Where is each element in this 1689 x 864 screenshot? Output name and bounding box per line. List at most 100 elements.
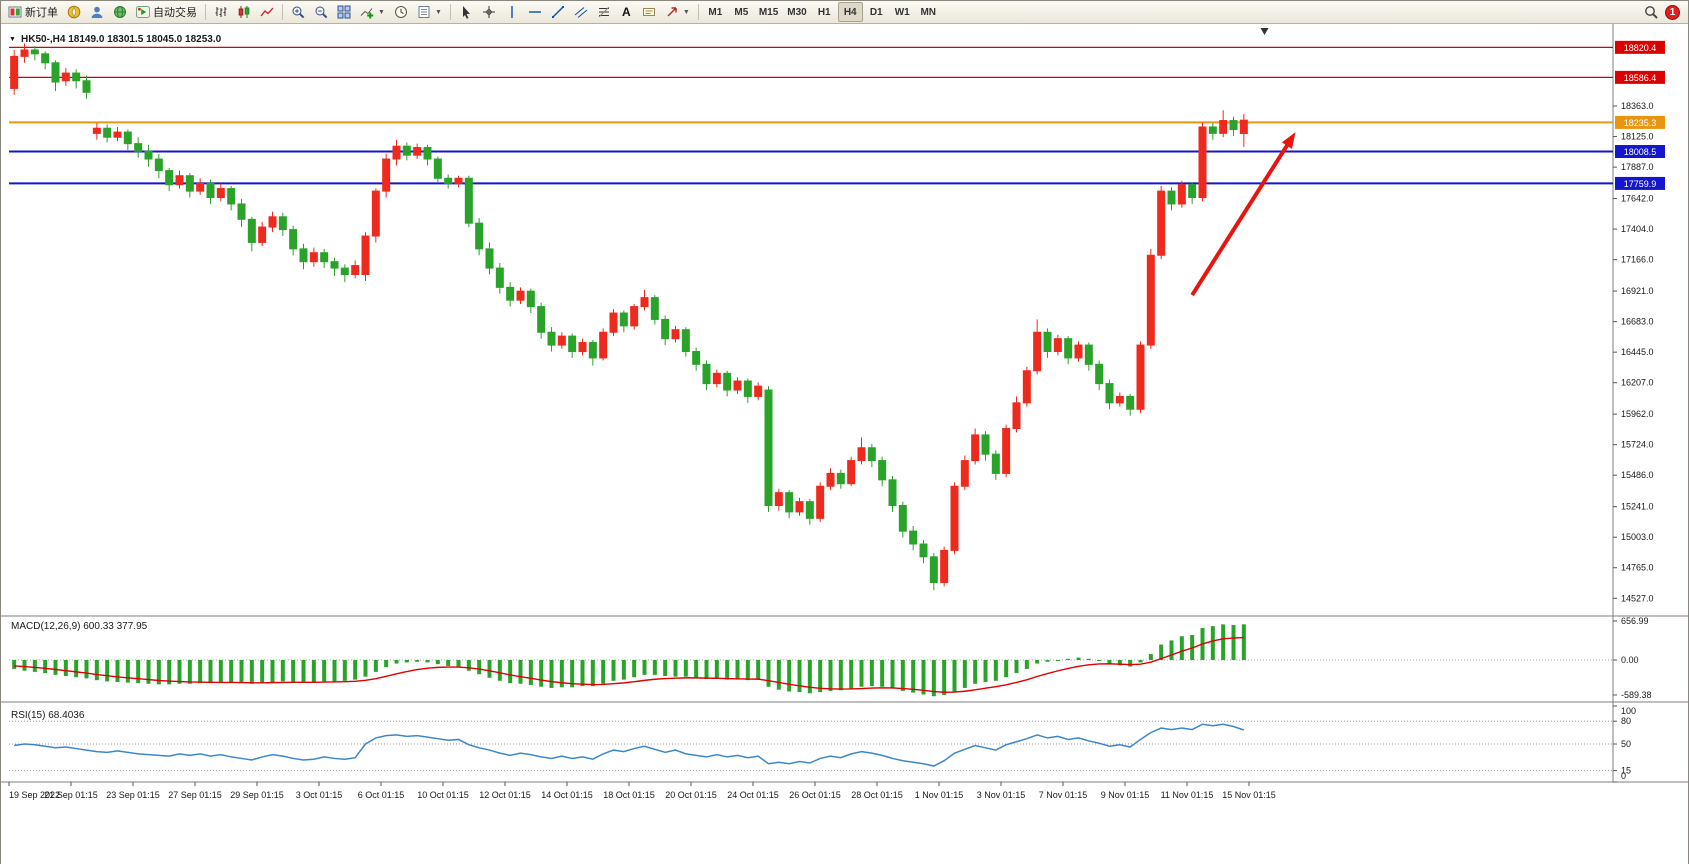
- arrow-objects-button[interactable]: ▼: [661, 2, 694, 22]
- time-axis-label[interactable]: 23 Sep 01:15: [106, 790, 160, 800]
- level-price-tag-label: 18820.4: [1624, 43, 1657, 53]
- timeframe-w1-button[interactable]: W1: [890, 2, 915, 22]
- time-axis-label[interactable]: 14 Oct 01:15: [541, 790, 593, 800]
- macd-histogram-bar: [942, 660, 947, 696]
- macd-histogram-bar: [187, 660, 192, 684]
- new-order-button[interactable]: 新订单: [4, 2, 62, 22]
- timeframe-m1-button[interactable]: M1: [703, 2, 728, 22]
- time-axis-label[interactable]: 9 Nov 01:15: [1101, 790, 1150, 800]
- text-label-button[interactable]: [638, 2, 660, 22]
- candle: [268, 216, 277, 228]
- horizontal-line-button[interactable]: [524, 2, 546, 22]
- macd-histogram-bar: [415, 660, 420, 662]
- time-axis-label[interactable]: 11 Nov 01:15: [1161, 790, 1214, 800]
- crosshair-button[interactable]: [478, 2, 500, 22]
- macd-histogram-bar: [973, 660, 978, 684]
- candle: [216, 188, 225, 199]
- candle: [237, 203, 246, 220]
- time-axis-label[interactable]: 1 Nov 01:15: [915, 790, 964, 800]
- time-axis-label[interactable]: 19 Sep 2022: [9, 790, 60, 800]
- fibonacci-button[interactable]: [593, 2, 615, 22]
- time-axis-label[interactable]: 28 Oct 01:15: [851, 790, 903, 800]
- price-axis-label: 16683.0: [1621, 317, 1654, 327]
- community-button[interactable]: [109, 2, 131, 22]
- macd-histogram-bar: [291, 660, 296, 682]
- trend-arrow[interactable]: [1190, 139, 1292, 297]
- timeframe-h4-button[interactable]: H4: [837, 2, 863, 22]
- notification-badge[interactable]: 1: [1665, 4, 1680, 20]
- macd-histogram-bar: [208, 660, 213, 684]
- zoom-out-button[interactable]: [310, 2, 332, 22]
- macd-histogram-bar: [1117, 660, 1122, 666]
- crosshair-icon: [482, 6, 495, 18]
- macd-histogram-bar: [1148, 654, 1153, 660]
- indicators-button[interactable]: ▼: [356, 2, 389, 22]
- tile-windows-button[interactable]: [333, 2, 355, 22]
- macd-histogram-bar: [167, 660, 172, 685]
- macd-histogram-bar: [725, 660, 730, 680]
- time-axis-label[interactable]: 3 Oct 01:15: [296, 790, 343, 800]
- macd-histogram-bar: [218, 660, 223, 683]
- time-axis-label[interactable]: 20 Oct 01:15: [665, 790, 717, 800]
- price-axis-label: 15003.0: [1621, 532, 1654, 542]
- templates-button[interactable]: ▼: [413, 2, 446, 22]
- candle: [485, 248, 494, 269]
- cursor-button[interactable]: [455, 2, 477, 22]
- time-axis-label[interactable]: 24 Oct 01:15: [727, 790, 779, 800]
- period-clock-button[interactable]: [390, 2, 412, 22]
- chart-symbol-header: HK50-,H4 18149.0 18301.5 18045.0 18253.0: [21, 34, 222, 45]
- profile-button[interactable]: [86, 2, 108, 22]
- auto-trading-button[interactable]: 自动交易: [132, 2, 201, 22]
- time-axis-label[interactable]: 7 Nov 01:15: [1039, 790, 1088, 800]
- time-axis-label[interactable]: 21 Sep 01:15: [44, 790, 98, 800]
- compass-button[interactable]: [63, 2, 85, 22]
- search-button[interactable]: [1640, 2, 1662, 22]
- time-axis-label[interactable]: 18 Oct 01:15: [603, 790, 655, 800]
- trendline-button[interactable]: [547, 2, 569, 22]
- channel-button[interactable]: [570, 2, 592, 22]
- candle: [41, 53, 50, 64]
- macd-histogram-bar: [446, 660, 451, 666]
- candle: [516, 290, 525, 301]
- vertical-line-button[interactable]: [501, 2, 523, 22]
- timeframe-mn-button[interactable]: MN: [916, 2, 941, 22]
- time-axis-label[interactable]: 10 Oct 01:15: [417, 790, 469, 800]
- timeframe-m5-button[interactable]: M5: [729, 2, 754, 22]
- macd-histogram-bar: [559, 660, 564, 688]
- macd-histogram-bar: [1107, 660, 1112, 664]
- timeframe-h1-button[interactable]: H1: [812, 2, 837, 22]
- timeframe-d1-button[interactable]: D1: [864, 2, 889, 22]
- candle: [402, 145, 411, 156]
- timeframe-m15-button[interactable]: M15: [755, 2, 782, 22]
- macd-histogram-bar: [797, 660, 802, 693]
- time-axis-label[interactable]: 15 Nov 01:15: [1222, 790, 1276, 800]
- zoom-in-icon: [292, 6, 305, 19]
- price-axis-label: 15241.0: [1621, 502, 1654, 512]
- line-chart-button[interactable]: [256, 2, 278, 22]
- candle: [1146, 254, 1155, 346]
- candle: [1012, 402, 1021, 430]
- macd-histogram-bar: [652, 660, 657, 675]
- time-axis-label[interactable]: 12 Oct 01:15: [479, 790, 531, 800]
- rsi-axis-label: 50: [1621, 739, 1631, 749]
- time-axis-label[interactable]: 27 Sep 01:15: [168, 790, 222, 800]
- candle: [278, 216, 287, 231]
- candle: [702, 363, 711, 385]
- candle: [1115, 395, 1124, 404]
- candlestick-chart-button[interactable]: [233, 2, 255, 22]
- macd-histogram-bar: [983, 660, 988, 682]
- time-axis-label[interactable]: 3 Nov 01:15: [977, 790, 1026, 800]
- text-tool-button[interactable]: A: [616, 2, 637, 22]
- main-chart[interactable]: 18820.4 18586.4 18235.3 18008.5 17759.9 18363…: [1, 24, 1689, 864]
- time-axis-label[interactable]: 6 Oct 01:15: [358, 790, 405, 800]
- macd-histogram-bar: [1055, 660, 1060, 661]
- time-axis-label[interactable]: 26 Oct 01:15: [789, 790, 841, 800]
- bar-chart-button[interactable]: [210, 2, 232, 22]
- timeframe-m30-button[interactable]: M30: [783, 2, 810, 22]
- macd-histogram-bar: [1076, 657, 1081, 660]
- time-axis-label[interactable]: 29 Sep 01:15: [230, 790, 284, 800]
- candle: [475, 222, 484, 250]
- zoom-in-button[interactable]: [287, 2, 309, 22]
- macd-histogram-bar: [1086, 658, 1091, 660]
